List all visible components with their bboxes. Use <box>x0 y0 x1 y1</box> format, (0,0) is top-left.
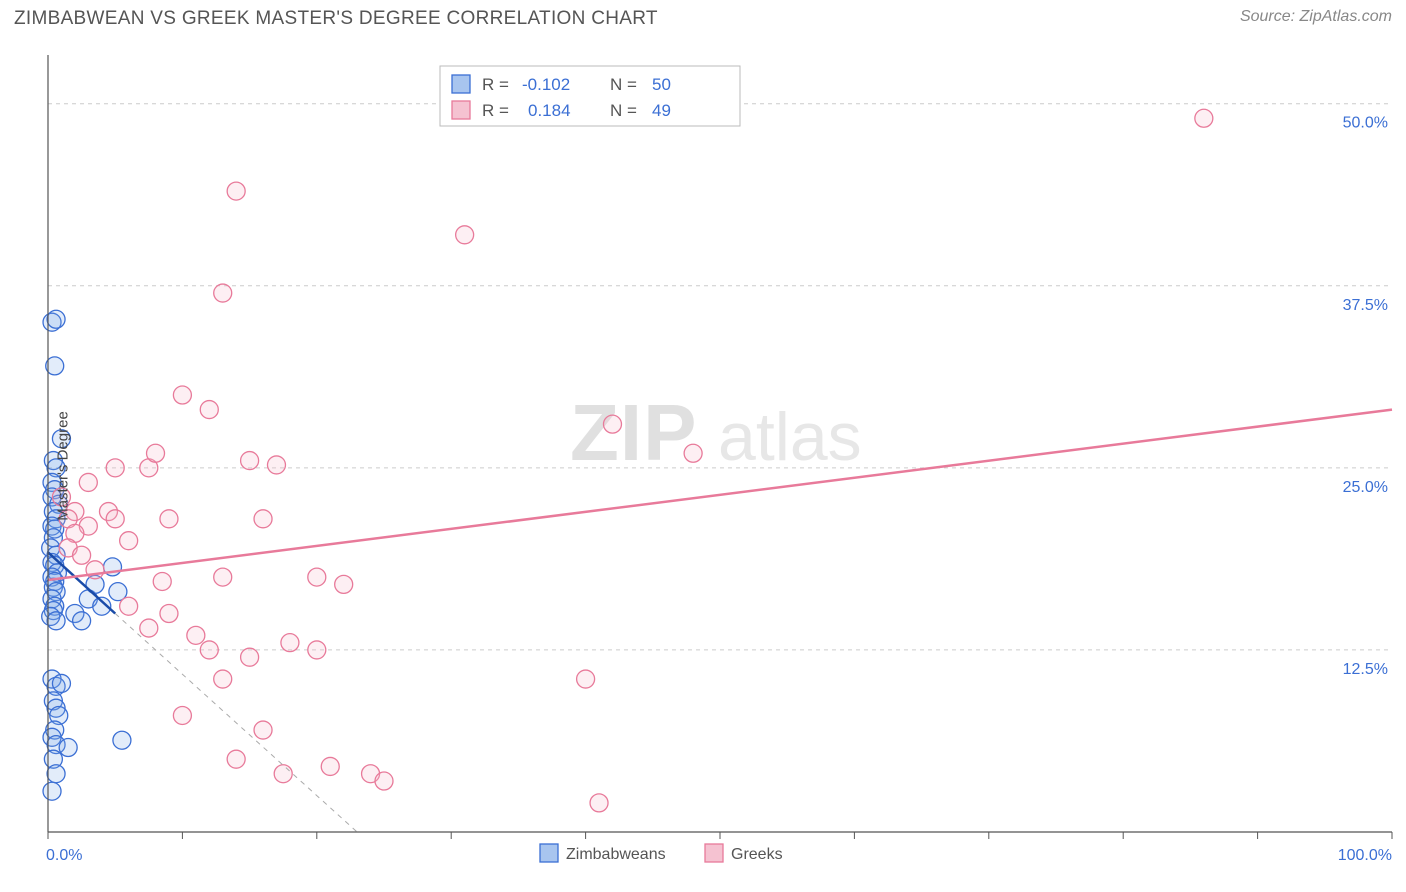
data-point <box>47 765 65 783</box>
data-point <box>147 444 165 462</box>
data-point <box>281 634 299 652</box>
data-point <box>214 284 232 302</box>
data-point <box>120 597 138 615</box>
y-tick-label: 37.5% <box>1343 297 1388 314</box>
data-point <box>173 386 191 404</box>
watermark: atlas <box>718 399 862 475</box>
data-point <box>160 510 178 528</box>
data-point <box>227 750 245 768</box>
data-point <box>274 765 292 783</box>
data-point <box>47 310 65 328</box>
data-point <box>200 641 218 659</box>
data-point <box>335 575 353 593</box>
data-point <box>52 674 70 692</box>
data-point <box>86 561 104 579</box>
data-point <box>308 641 326 659</box>
data-point <box>321 757 339 775</box>
data-point <box>73 546 91 564</box>
data-point <box>254 510 272 528</box>
data-point <box>577 670 595 688</box>
bottom-legend-label: Zimbabweans <box>566 846 666 863</box>
data-point <box>173 706 191 724</box>
page-title: ZIMBABWEAN VS GREEK MASTER'S DEGREE CORR… <box>14 8 658 30</box>
data-point <box>603 415 621 433</box>
data-point <box>140 619 158 637</box>
data-point <box>1195 109 1213 127</box>
watermark: ZIP <box>570 388 697 477</box>
data-point <box>200 401 218 419</box>
legend-r-value: -0.102 <box>522 75 570 94</box>
y-tick-label: 50.0% <box>1343 115 1388 132</box>
chart-container: Master's Degree 12.5% 25.0% 37.5% 50.0% ZIP a… <box>0 40 1406 892</box>
data-point <box>120 532 138 550</box>
data-point <box>456 226 474 244</box>
legend-n-value: 49 <box>652 101 671 120</box>
x-tick-label: 100.0% <box>1338 847 1392 864</box>
header: ZIMBABWEAN VS GREEK MASTER'S DEGREE CORR… <box>0 0 1406 30</box>
legend-r-label: R = <box>482 75 509 94</box>
data-point <box>47 612 65 630</box>
data-point <box>160 605 178 623</box>
bottom-legend-swatch <box>705 844 723 862</box>
y-axis-label: Master's Degree <box>54 411 71 521</box>
data-point <box>684 444 702 462</box>
bottom-legend-label: Greeks <box>731 846 783 863</box>
y-tick-label: 25.0% <box>1343 479 1388 496</box>
data-point <box>113 731 131 749</box>
data-point <box>73 612 91 630</box>
data-point <box>79 473 97 491</box>
legend-n-value: 50 <box>652 75 671 94</box>
data-point <box>153 572 171 590</box>
legend-swatch-greeks <box>452 101 470 119</box>
data-point <box>106 459 124 477</box>
legend-r-label: R = <box>482 101 509 120</box>
legend-swatch-zimbabweans <box>452 75 470 93</box>
data-point <box>227 182 245 200</box>
data-point <box>214 568 232 586</box>
data-point <box>267 456 285 474</box>
x-tick-label: 0.0% <box>46 847 82 864</box>
legend-n-label: N = <box>610 101 637 120</box>
data-point <box>308 568 326 586</box>
bottom-legend-swatch <box>540 844 558 862</box>
data-point <box>214 670 232 688</box>
legend-r-value: 0.184 <box>528 101 571 120</box>
data-point <box>375 772 393 790</box>
data-point <box>59 739 77 757</box>
data-point <box>590 794 608 812</box>
data-point <box>254 721 272 739</box>
data-point <box>241 452 259 470</box>
data-point <box>106 510 124 528</box>
legend-n-label: N = <box>610 75 637 94</box>
data-point <box>43 782 61 800</box>
source-attribution: Source: ZipAtlas.com <box>1240 8 1392 26</box>
data-point <box>241 648 259 666</box>
y-tick-label: 12.5% <box>1343 661 1388 678</box>
scatter-chart: 12.5% 25.0% 37.5% 50.0% ZIP atlas 0.0% 100.0% R … <box>0 40 1406 892</box>
data-point <box>187 626 205 644</box>
